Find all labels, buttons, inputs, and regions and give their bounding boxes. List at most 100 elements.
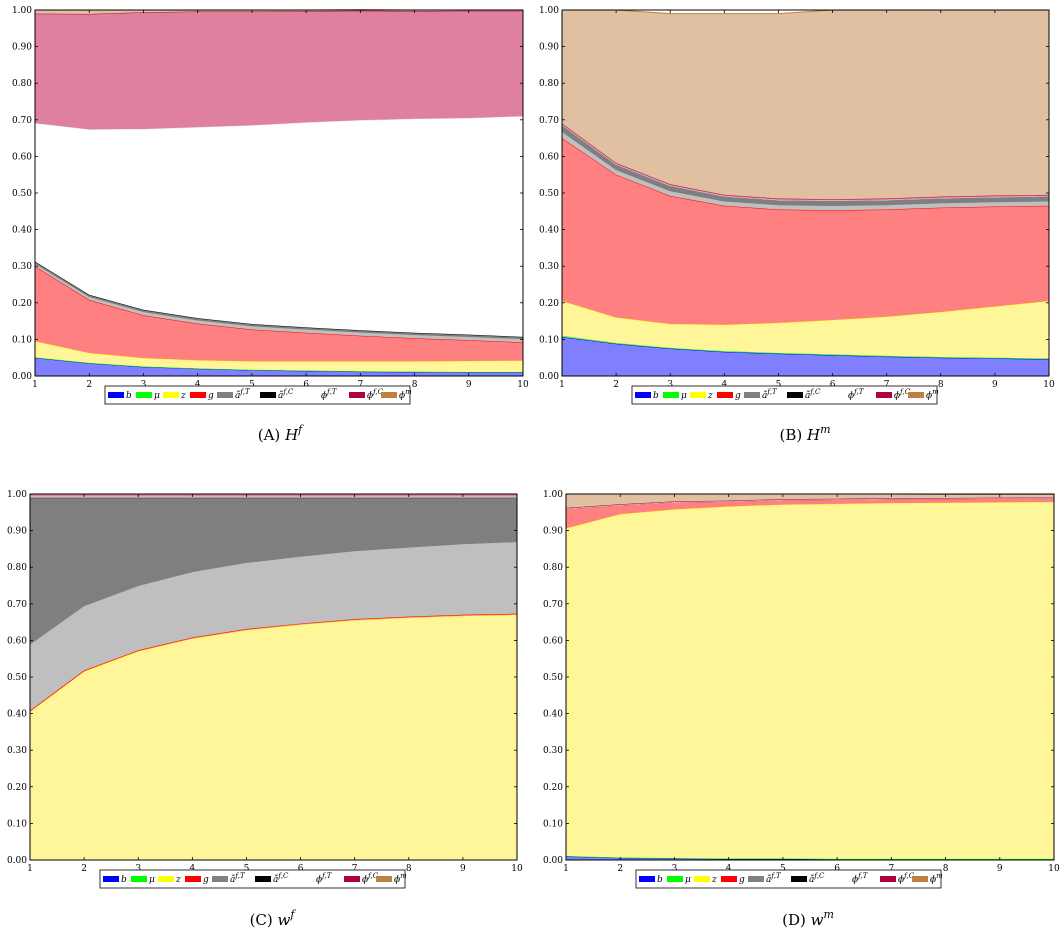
legend-label: z <box>175 875 181 885</box>
legend-label: g <box>739 875 745 885</box>
chart-b: 0.00 0.10 0.20 0.30 0.40 0.50 0.60 0.70 0.80 0.90… <box>539 6 1055 444</box>
legend-swatch <box>690 392 706 398</box>
legend-swatch <box>217 392 233 398</box>
x-tick-label: 1 <box>27 864 33 874</box>
y-tick-label: 0.80 <box>539 79 559 89</box>
y-tick-label: 1.00 <box>539 6 559 16</box>
legend-box <box>635 869 942 889</box>
x-tick-label: 7 <box>888 864 894 874</box>
legend-swatch <box>108 392 124 398</box>
x-tick-label: 2 <box>81 864 87 874</box>
legend-label: g <box>735 391 741 401</box>
legend-label: z <box>707 391 713 401</box>
area-b <box>35 357 523 376</box>
legend-swatch <box>663 392 679 398</box>
legend-label: μ <box>685 875 691 885</box>
y-tick-label: 0.90 <box>12 43 32 53</box>
y-tick-label: 0.00 <box>543 856 563 866</box>
area-phi-f-t <box>35 116 523 337</box>
y-tick-label: 0.10 <box>7 819 27 829</box>
legend-entry-mu: μ <box>131 875 155 885</box>
area-z <box>35 341 523 372</box>
x-tick-label: 8 <box>412 380 418 390</box>
x-tick-label: 3 <box>141 380 147 390</box>
y-tick-label: 0.60 <box>543 636 563 646</box>
x-tick-label: 7 <box>357 380 363 390</box>
x-tick-label: 6 <box>298 864 304 874</box>
x-tick-label: 4 <box>189 864 195 874</box>
legend-swatch <box>158 876 174 882</box>
panel-caption: (D) wm <box>782 908 834 929</box>
legend-swatch <box>344 876 360 882</box>
legend-entry-g: g <box>190 391 214 401</box>
y-tick-label: 0.30 <box>539 262 559 272</box>
legend-swatch <box>303 392 319 398</box>
area-g <box>566 498 1054 529</box>
x-tick-label: 2 <box>86 380 92 390</box>
y-tick-label: 0.40 <box>12 226 32 236</box>
x-tick-label: 10 <box>1043 380 1055 390</box>
area-phi-m <box>35 9 523 15</box>
legend-entry-z: z <box>690 391 713 401</box>
y-tick-label: 0.30 <box>12 262 32 272</box>
legend-label: g <box>203 875 209 885</box>
legend-swatch <box>876 392 892 398</box>
legend-label: μ <box>154 391 160 401</box>
area-z <box>30 614 517 860</box>
legend-swatch <box>185 876 201 882</box>
x-tick-label: 1 <box>32 380 38 390</box>
legend-label: μ <box>149 875 155 885</box>
legend-swatch <box>748 876 764 882</box>
legend-swatch <box>830 392 846 398</box>
y-tick-label: 0.10 <box>539 335 559 345</box>
x-tick-label: 5 <box>780 864 786 874</box>
y-tick-label: 1.00 <box>12 6 32 16</box>
x-tick-label: 8 <box>943 864 949 874</box>
y-tick-label: 0.60 <box>7 636 27 646</box>
legend-label: z <box>180 391 186 401</box>
legend-swatch <box>260 392 276 398</box>
x-tick-label: 8 <box>938 380 944 390</box>
y-tick-label: 0.90 <box>539 43 559 53</box>
legend-swatch <box>103 876 119 882</box>
legend-swatch <box>721 876 737 882</box>
legend-swatch <box>136 392 152 398</box>
x-tick-label: 10 <box>511 864 523 874</box>
y-tick-label: 0.80 <box>7 563 27 573</box>
legend-label: b <box>126 391 132 401</box>
legend-swatch <box>834 876 850 882</box>
legend-swatch <box>912 876 928 882</box>
area-a-tilde-f-t <box>30 541 517 711</box>
legend-entry-mu: μ <box>136 391 160 401</box>
y-tick-label: 0.00 <box>7 856 27 866</box>
y-tick-label: 0.00 <box>539 372 559 382</box>
legend-swatch <box>787 392 803 398</box>
chart-a: 0.00 0.10 0.20 0.30 0.40 0.50 0.60 0.70 0.80 0.90… <box>12 6 529 444</box>
y-tick-label: 0.20 <box>543 783 563 793</box>
legend-swatch <box>255 876 271 882</box>
y-tick-label: 1.00 <box>543 490 563 500</box>
legend-swatch <box>791 876 807 882</box>
y-tick-label: 0.40 <box>7 710 27 720</box>
legend-swatch <box>163 392 179 398</box>
legend-box <box>631 385 938 405</box>
legend-swatch <box>667 876 683 882</box>
legend: b μ z g ãf,T ãf,C ϕf,T ϕf,C ϕm <box>635 869 943 889</box>
y-tick-label: 0.50 <box>7 673 27 683</box>
y-tick-label: 0.90 <box>543 527 563 537</box>
y-tick-label: 0.30 <box>543 746 563 756</box>
y-tick-label: 0.50 <box>543 673 563 683</box>
legend-entry-b: b <box>635 391 659 401</box>
legend-swatch <box>717 392 733 398</box>
chart-d: 0.00 0.10 0.20 0.30 0.40 0.50 0.60 0.70 0.80 0.90… <box>543 490 1060 929</box>
y-tick-label: 0.20 <box>12 299 32 309</box>
x-tick-label: 4 <box>721 380 727 390</box>
x-tick-label: 2 <box>613 380 619 390</box>
y-tick-label: 0.70 <box>12 116 32 126</box>
x-tick-label: 3 <box>667 380 673 390</box>
legend-entry-b: b <box>103 875 127 885</box>
legend: b μ z g ãf,T ãf,C ϕf,T ϕf,C ϕm <box>631 385 939 405</box>
legend-box <box>104 385 411 405</box>
legend-label: b <box>121 875 127 885</box>
